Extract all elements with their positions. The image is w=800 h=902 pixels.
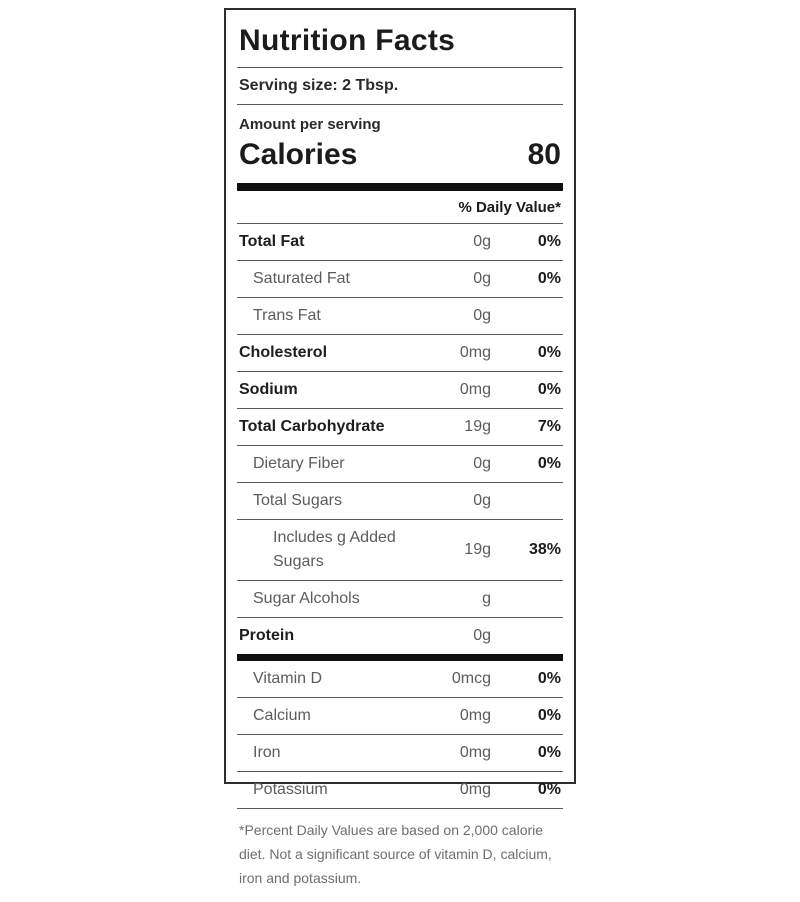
thick-divider-top	[237, 183, 563, 191]
nutrient-amount: 0g	[473, 627, 491, 644]
nutrient-daily-value: 0%	[537, 781, 561, 798]
nutrient-daily-value: 0%	[537, 455, 561, 472]
nutrient-amount: 0mg	[459, 744, 491, 761]
nutrient-row: Cholesterol 0mg 0%	[237, 335, 563, 372]
nutrient-amount: 0mg	[459, 381, 491, 398]
nutrient-amount: 19g	[464, 418, 491, 435]
micronutrient-rows-section: Vitamin D 0mcg 0% Calcium 0mg 0% Iron 0m…	[237, 661, 563, 809]
nutrient-amount: 0g	[473, 270, 491, 287]
nutrient-row: Dietary Fiber 0g 0%	[237, 446, 563, 483]
nutrient-amount: 0g	[473, 455, 491, 472]
page-background: Nutrition Facts Serving size: 2 Tbsp. Am…	[224, 8, 576, 886]
nutrient-row: Includes g Added Sugars 19g 38%	[237, 520, 563, 581]
nutrient-name: Saturated Fat	[253, 270, 350, 287]
nutrient-name: Calcium	[253, 707, 311, 724]
nutrient-daily-value: 38%	[528, 541, 561, 558]
calories-value: 80	[527, 138, 561, 171]
calories-row: Calories 80	[237, 133, 563, 183]
serving-size: Serving size: 2 Tbsp.	[237, 68, 563, 105]
nutrient-row: Total Carbohydrate 19g 7%	[237, 409, 563, 446]
nutrient-name: Cholesterol	[239, 344, 328, 361]
nutrient-daily-value: 0%	[537, 744, 561, 761]
nutrient-name: Sugar Alcohols	[253, 590, 360, 607]
nutrient-amount: 0mg	[459, 781, 491, 798]
nutrient-amount: 19g	[464, 541, 491, 558]
nutrient-daily-value: 0%	[537, 233, 561, 250]
nutrient-rows-section: Total Fat 0g 0% Saturated Fat 0g 0% Tran…	[237, 224, 563, 654]
nutrient-name: Total Sugars	[253, 492, 342, 509]
nutrient-name: Sodium	[239, 381, 298, 398]
nutrient-row: Potassium 0mg 0%	[237, 772, 563, 809]
nutrient-name: Iron	[253, 744, 281, 761]
calories-label: Calories	[239, 138, 358, 171]
thick-divider-bottom	[237, 654, 563, 661]
nutrient-amount: 0mg	[459, 707, 491, 724]
nutrient-row: Vitamin D 0mcg 0%	[237, 661, 563, 698]
nutrient-row: Sodium 0mg 0%	[237, 372, 563, 409]
nutrient-row: Saturated Fat 0g 0%	[237, 261, 563, 298]
nutrient-amount: 0g	[473, 307, 491, 324]
nutrient-amount: 0mcg	[451, 670, 491, 687]
label-title: Nutrition Facts	[237, 20, 563, 68]
nutrient-row: Trans Fat 0g	[237, 298, 563, 335]
nutrient-row: Protein 0g	[237, 618, 563, 654]
nutrient-name: Potassium	[253, 781, 328, 798]
nutrient-row: Total Fat 0g 0%	[237, 224, 563, 261]
nutrient-name: Total Carbohydrate	[239, 418, 385, 435]
daily-value-header: % Daily Value*	[237, 191, 563, 224]
nutrient-row: Calcium 0mg 0%	[237, 698, 563, 735]
nutrient-daily-value: 0%	[537, 381, 561, 398]
amount-per-serving: Amount per serving	[239, 116, 381, 133]
nutrient-daily-value: 0%	[537, 670, 561, 687]
nutrient-daily-value: 0%	[537, 270, 561, 287]
nutrient-name: Includes g Added Sugars	[273, 529, 396, 570]
nutrient-row: Iron 0mg 0%	[237, 735, 563, 772]
nutrient-daily-value: 0%	[537, 707, 561, 724]
nutrient-amount: 0mg	[459, 344, 491, 361]
nutrient-name: Vitamin D	[253, 670, 323, 687]
nutrient-daily-value: 7%	[537, 418, 561, 435]
nutrient-name: Dietary Fiber	[253, 455, 345, 472]
nutrient-row: Sugar Alcohols g	[237, 581, 563, 618]
nutrient-amount: g	[482, 590, 491, 607]
nutrient-amount: 0g	[473, 492, 491, 509]
footnote: *Percent Daily Values are based on 2,000…	[239, 822, 552, 886]
nutrient-name: Total Fat	[239, 233, 305, 250]
nutrient-name: Protein	[239, 627, 295, 644]
nutrition-facts-label: Nutrition Facts Serving size: 2 Tbsp. Am…	[224, 8, 576, 886]
nutrient-row: Total Sugars 0g	[237, 483, 563, 520]
nutrient-daily-value: 0%	[537, 344, 561, 361]
nutrient-amount: 0g	[473, 233, 491, 250]
nutrient-name: Trans Fat	[253, 307, 321, 324]
